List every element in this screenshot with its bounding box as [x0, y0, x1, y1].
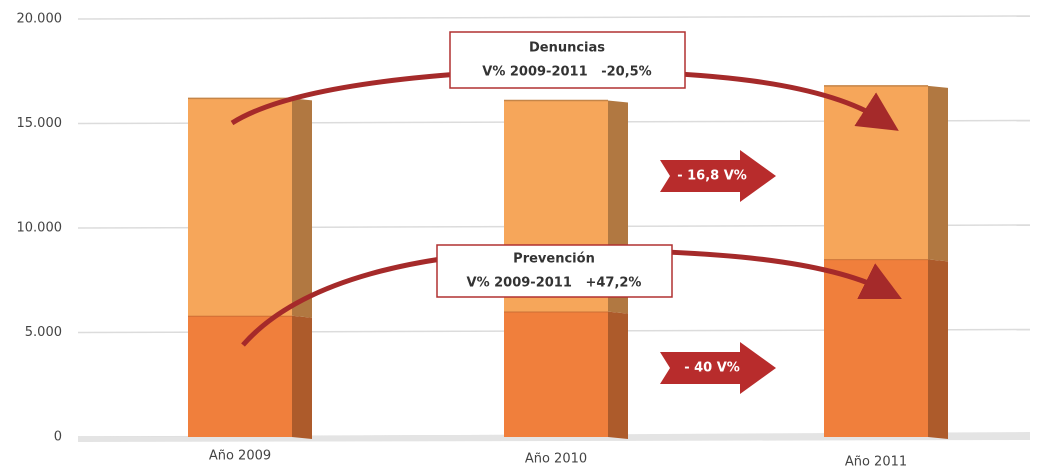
bar-side	[292, 98, 312, 318]
annotation-title: Denuncias	[529, 41, 605, 56]
x-tick-label: Año 2009	[209, 449, 271, 464]
bar-side	[608, 311, 628, 439]
y-tick-label: 15.000	[17, 116, 63, 131]
grid-line	[77, 15, 1031, 20]
annotation-title: Prevención	[513, 252, 595, 267]
x-tick-label: Año 2011	[845, 455, 907, 470]
y-tick-label: 10.000	[17, 221, 63, 236]
arrow-label: - 16,8 V%	[677, 169, 747, 184]
block-arrow	[660, 150, 776, 202]
block-arrow	[660, 342, 776, 394]
bar	[188, 315, 292, 437]
bar	[504, 311, 608, 437]
annotation: V% 2009-2011 -20,5%	[482, 65, 651, 80]
bar-side	[928, 259, 948, 439]
arrow-label: - 40 V%	[684, 361, 740, 376]
y-tick-label: 20.000	[17, 12, 63, 27]
y-tick-label: 0	[54, 430, 62, 445]
annotation: V% 2009-2011 +47,2%	[467, 276, 642, 291]
bar	[824, 85, 928, 260]
annotation-box	[449, 31, 686, 89]
bar-side	[928, 85, 948, 262]
annotation-box	[436, 244, 673, 298]
bar	[188, 98, 292, 316]
y-tick-label: 5.000	[25, 325, 62, 340]
bar-side	[292, 315, 312, 439]
x-tick-label: Año 2010	[525, 452, 587, 467]
